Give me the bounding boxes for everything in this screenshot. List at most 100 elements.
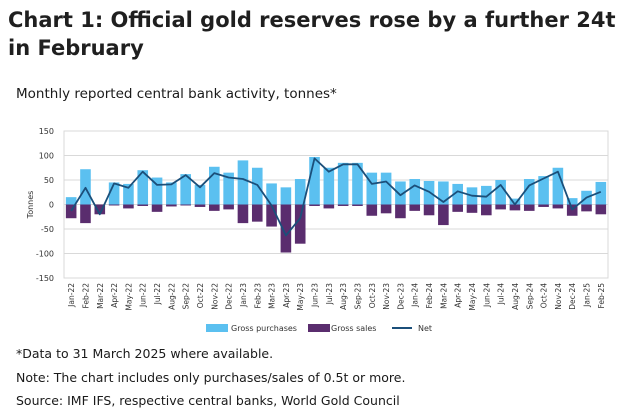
y-tick-label: 100 <box>39 152 54 161</box>
bar-gross-purchases <box>209 166 220 205</box>
bar-gross-sales <box>366 204 378 216</box>
bar-gross-purchases <box>495 180 506 205</box>
bar-gross-purchases <box>223 172 234 205</box>
bar-gross-purchases <box>266 183 277 205</box>
x-tick-label: Jul-22 <box>153 283 162 306</box>
bar-gross-sales <box>166 204 177 207</box>
bar-gross-purchases <box>509 198 521 205</box>
chart-title: Chart 1: Official gold reserves rose by … <box>8 8 616 60</box>
bar-gross-purchases <box>337 162 349 205</box>
x-tick-label: May-22 <box>124 283 133 311</box>
x-tick-label: Nov-22 <box>210 283 219 310</box>
bar-gross-purchases <box>552 167 564 205</box>
x-tick-label: Mar-23 <box>268 283 277 309</box>
legend-label-sales: Gross sales <box>331 324 376 333</box>
bar-gross-sales <box>380 204 392 214</box>
bar-gross-sales <box>137 204 149 206</box>
legend-label-net: Net <box>418 324 432 333</box>
bar-gross-purchases <box>151 177 163 205</box>
bar-gross-sales <box>581 204 592 212</box>
bar-gross-purchases <box>395 181 406 205</box>
x-tick-label: Oct-22 <box>196 283 205 308</box>
x-tick-label: Jul-23 <box>325 283 334 306</box>
bar-gross-sales <box>180 204 191 206</box>
x-tick-label: Oct-24 <box>540 283 549 308</box>
bar-gross-sales <box>294 204 306 244</box>
x-tick-label: Jul-24 <box>497 283 506 306</box>
y-tick-label: 150 <box>39 127 54 136</box>
x-tick-label: Feb-25 <box>597 283 606 309</box>
net-line <box>70 157 602 237</box>
x-tick-label: Nov-23 <box>382 283 391 310</box>
bar-gross-purchases <box>80 169 91 205</box>
y-axis-label: Tonnes <box>26 191 35 220</box>
y-tick-label: -50 <box>41 225 54 234</box>
x-tick-label: Mar-22 <box>96 283 105 309</box>
bar-gross-sales <box>309 204 320 206</box>
bar-gross-sales <box>409 204 421 211</box>
bar-gross-purchases <box>595 181 607 205</box>
bar-gross-purchases <box>108 182 120 205</box>
bar-gross-sales <box>552 204 564 209</box>
bar-gross-sales <box>438 204 449 226</box>
x-tick-label: Jan-25 <box>583 283 592 308</box>
x-tick-label: May-23 <box>296 283 305 311</box>
bar-gross-sales <box>80 204 91 224</box>
x-tick-label: Aug-24 <box>511 283 520 310</box>
bar-gross-sales <box>266 204 277 227</box>
bar-gross-sales <box>323 204 335 209</box>
x-tick-label: Oct-23 <box>368 283 377 308</box>
bar-gross-purchases <box>438 181 449 205</box>
bar-gross-purchases <box>137 170 149 205</box>
bar-gross-sales <box>108 204 120 206</box>
x-tick-label: Jun-23 <box>311 283 320 308</box>
legend-label-purchases: Gross purchases <box>231 324 297 333</box>
bar-gross-sales <box>337 204 349 206</box>
x-tick-label: Dec-24 <box>568 283 577 310</box>
x-tick-label: Apr-22 <box>110 283 119 308</box>
x-tick-label: Apr-23 <box>282 283 291 308</box>
x-tick-label: Aug-23 <box>339 283 348 310</box>
chart-note: Note: The chart includes only purchases/… <box>16 370 406 385</box>
x-tick-label: Mar-24 <box>439 283 448 309</box>
bar-gross-sales <box>151 204 163 212</box>
legend-swatch-sales <box>308 324 330 332</box>
bar-gross-sales <box>94 204 106 215</box>
bar-gross-sales <box>237 204 249 224</box>
bar-gross-purchases <box>123 183 134 205</box>
x-tick-label: Dec-22 <box>225 283 234 310</box>
bar-gross-sales <box>223 204 234 210</box>
y-tick-label: -150 <box>36 274 54 283</box>
x-tick-label: Apr-24 <box>454 283 463 308</box>
bar-gross-purchases <box>538 176 549 205</box>
bar-gross-sales <box>65 204 77 219</box>
x-tick-label: Jun-22 <box>139 283 148 308</box>
bar-gross-sales <box>538 204 549 207</box>
x-tick-label: Feb-22 <box>81 283 90 309</box>
bar-gross-sales <box>251 204 263 222</box>
bar-gross-sales <box>466 204 478 213</box>
bar-gross-purchases <box>566 198 578 205</box>
bar-gross-purchases <box>309 156 320 205</box>
plot-frame <box>63 130 609 279</box>
x-tick-label: Jan-24 <box>411 283 420 308</box>
x-tick-label: Dec-23 <box>396 283 405 310</box>
gold-reserves-chart: -150 -100 -50 0 50 100 150 Tonnes Jan-22 Feb-22 Ma… <box>26 127 609 333</box>
x-tick-label: Sep-22 <box>182 283 191 310</box>
bar-gross-purchases <box>409 179 421 205</box>
bar-gross-sales <box>194 204 206 207</box>
x-tick-label: Jun-24 <box>482 283 491 308</box>
x-tick-label: Aug-22 <box>167 283 176 310</box>
bar-gross-purchases <box>280 187 292 205</box>
chart-source: Source: IMF IFS, respective central bank… <box>16 393 400 408</box>
x-tick-label: Jan-23 <box>239 283 248 308</box>
bar-gross-sales <box>481 204 492 216</box>
bar-gross-purchases <box>323 167 335 205</box>
bar-gross-sales <box>395 204 406 219</box>
footnote: *Data to 31 March 2025 where available. <box>16 346 274 361</box>
bar-gross-purchases <box>180 174 191 205</box>
legend-swatch-purchases <box>206 324 228 332</box>
bar-gross-sales <box>280 204 292 253</box>
bar-gross-sales <box>495 204 506 210</box>
bar-gross-purchases <box>352 162 363 205</box>
